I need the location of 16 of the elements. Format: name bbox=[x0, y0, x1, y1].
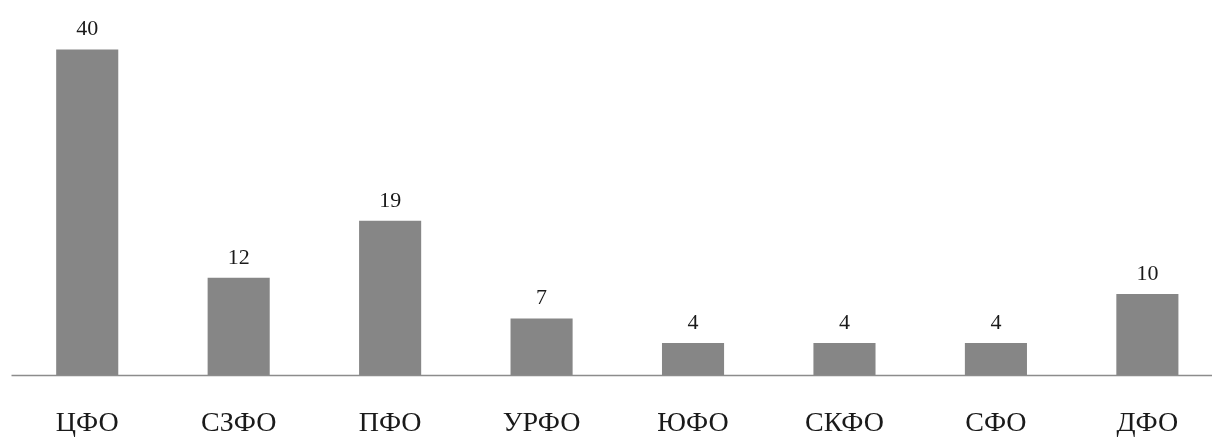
x-tick-label: СФО bbox=[965, 405, 1027, 437]
x-tick-label: ЮФО bbox=[657, 405, 729, 437]
x-tick-label: ПФО bbox=[358, 405, 422, 437]
data-label: 19 bbox=[379, 186, 402, 212]
data-label: 40 bbox=[76, 15, 99, 41]
data-label: 4 bbox=[838, 308, 850, 334]
data-label: 4 bbox=[990, 308, 1002, 334]
data-label: 7 bbox=[536, 284, 548, 310]
x-tick-label: ДФО bbox=[1116, 405, 1179, 437]
data-label: 12 bbox=[227, 243, 250, 269]
data-label: 10 bbox=[1136, 259, 1159, 285]
x-tick-label: ЦФО bbox=[55, 405, 119, 437]
data-label: 4 bbox=[687, 308, 699, 334]
x-tick-label: СЗФО bbox=[200, 405, 277, 437]
x-tick-label: УРФО bbox=[502, 405, 581, 437]
x-tick-label: СКФО bbox=[805, 405, 884, 437]
